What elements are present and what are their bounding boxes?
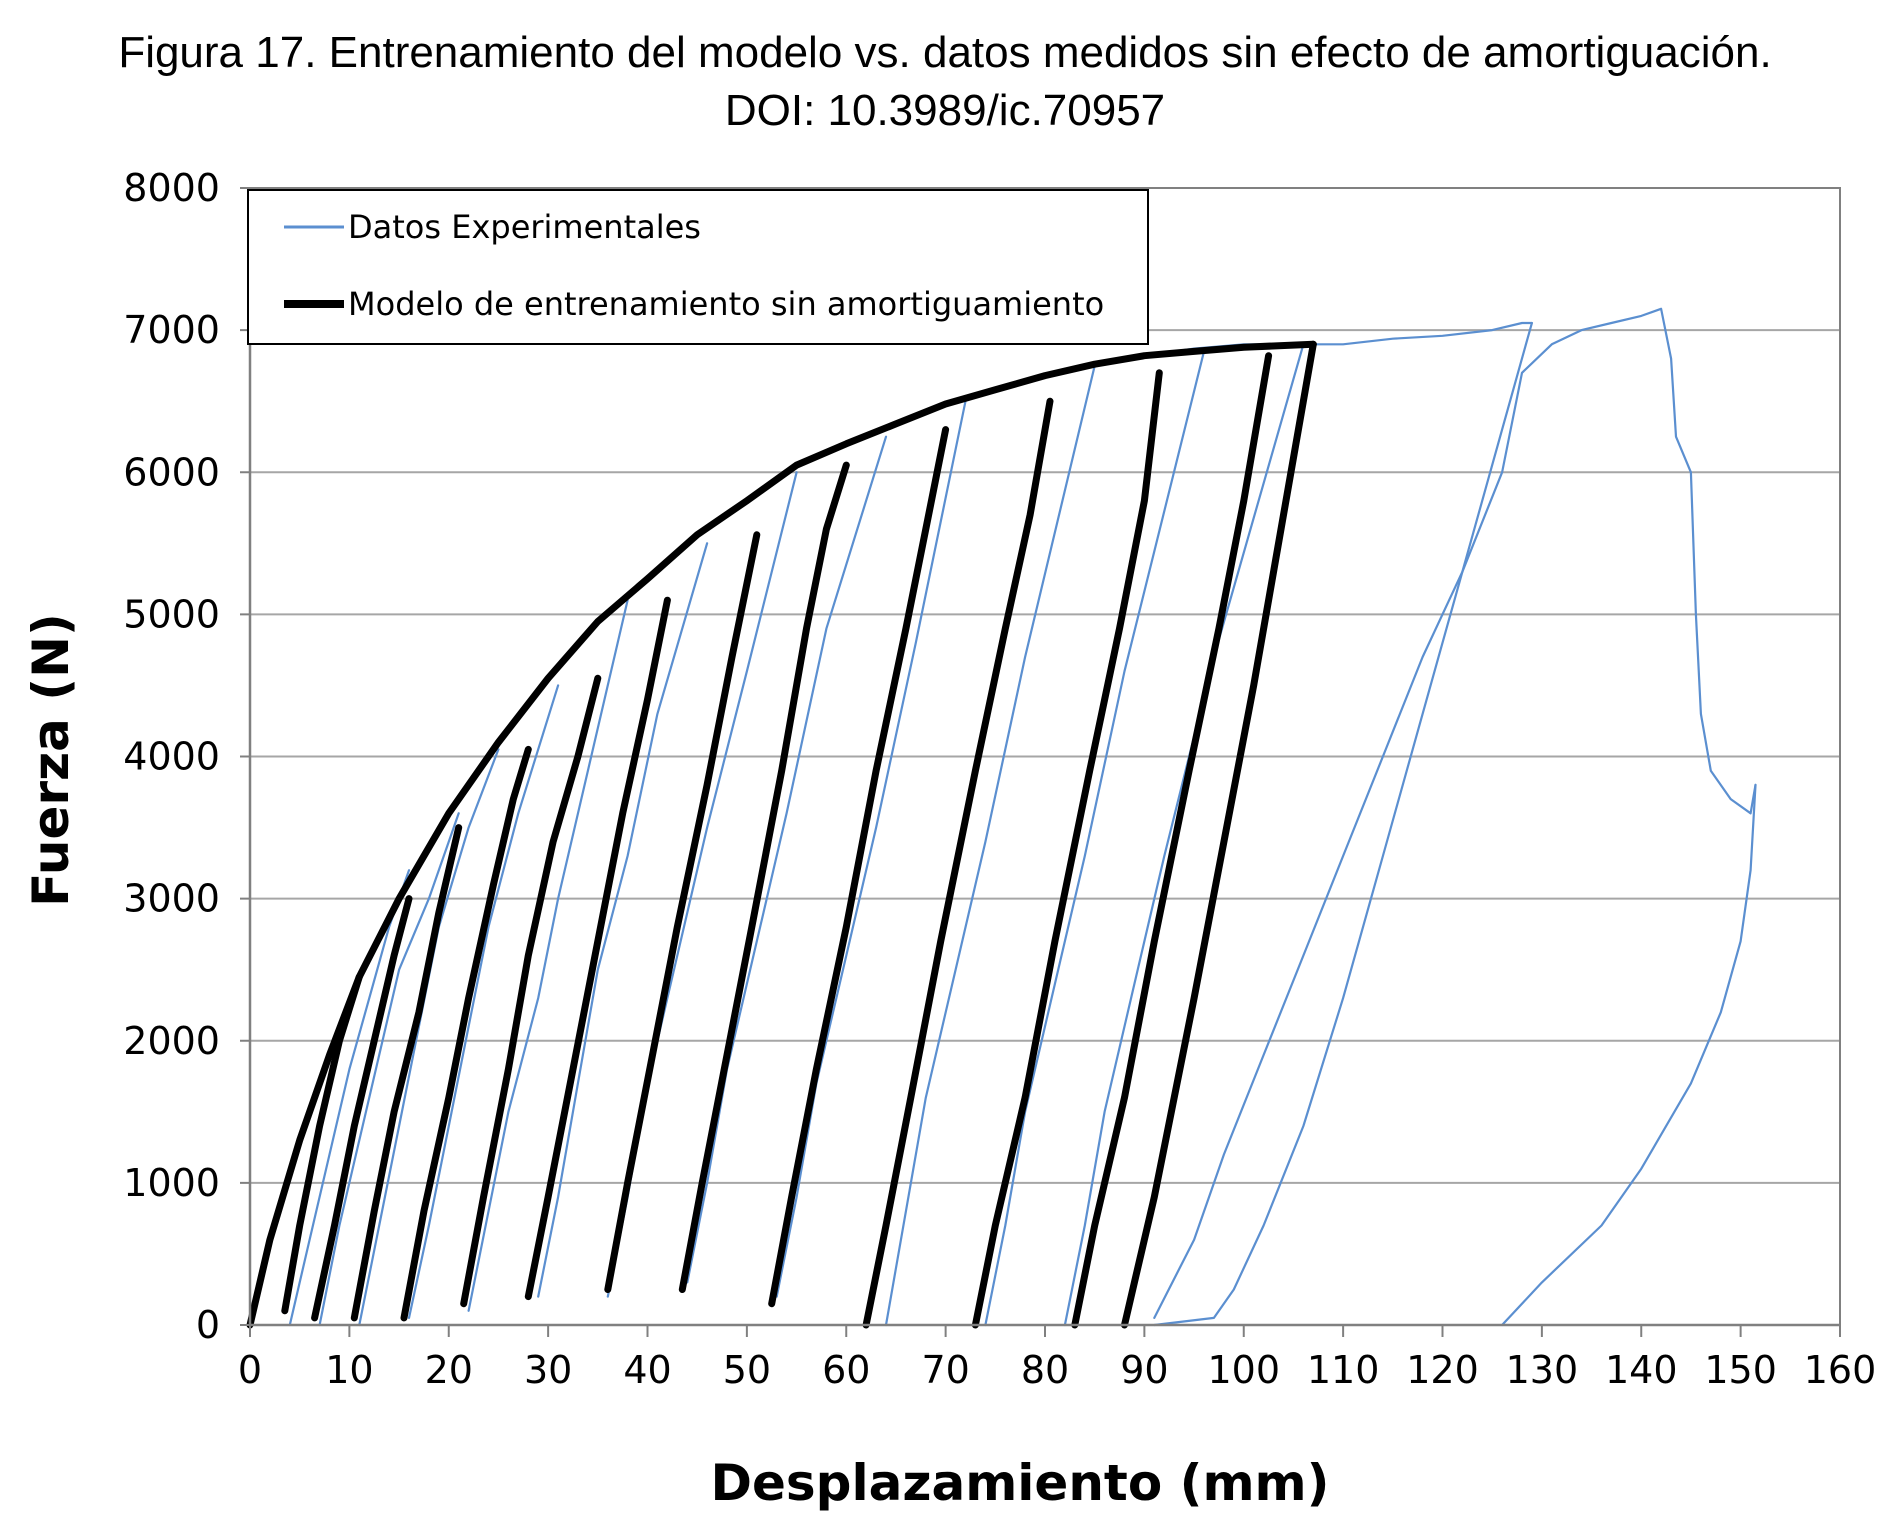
y-tick-label: 2000 — [123, 1019, 220, 1063]
figure-title: Figura 17. Entrenamiento del modelo vs. … — [0, 24, 1890, 140]
figure-title-line2: DOI: 10.3989/ic.70957 — [724, 86, 1166, 135]
experimental-curve-segment — [288, 869, 411, 1327]
x-tick-label: 30 — [524, 1348, 572, 1392]
model-curve-segment — [460, 674, 602, 1308]
x-tick-label: 60 — [822, 1348, 870, 1392]
experimental-curve-segment — [775, 400, 967, 1298]
y-tick-label: 5000 — [123, 592, 220, 636]
tick-labels: 0 10 20 30 40 50 60 70 80 90 100 110 120 130 140 150 160… — [123, 166, 1876, 1392]
x-tick-label: 140 — [1605, 1348, 1678, 1392]
experimental-curve-segment — [407, 684, 560, 1319]
y-tick-label: 3000 — [123, 877, 220, 921]
series-layer — [246, 307, 1757, 1329]
y-tick-label: 1000 — [123, 1161, 220, 1205]
x-tick-label: 100 — [1207, 1348, 1280, 1392]
model-curve-segment — [768, 426, 950, 1308]
legend-box — [247, 189, 1149, 345]
series-experimental — [248, 307, 1757, 1327]
experimental-curve-segment — [467, 599, 629, 1312]
x-tick-label: 120 — [1406, 1348, 1479, 1392]
x-tick-label: 50 — [723, 1348, 771, 1392]
model-curve-segment — [1121, 340, 1317, 1329]
model-curve-segment — [1071, 352, 1273, 1329]
series-model — [246, 340, 1317, 1329]
axes — [240, 187, 1841, 1337]
experimental-curve-segment — [1063, 343, 1305, 1327]
model-curve-segment — [350, 824, 463, 1322]
y-tick-label: 4000 — [123, 735, 220, 779]
y-tick-label: 7000 — [123, 308, 220, 352]
experimental-curve-segment — [318, 812, 460, 1327]
x-tick-label: 110 — [1307, 1348, 1380, 1392]
model-curve-segment — [524, 596, 671, 1301]
x-tick-label: 80 — [1021, 1348, 1069, 1392]
model-curve-segment — [971, 369, 1163, 1329]
model-curve-segment — [281, 973, 363, 1315]
x-tick-label: 20 — [425, 1348, 473, 1392]
y-tick-label: 8000 — [123, 166, 220, 210]
experimental-curve-segment — [686, 435, 888, 1284]
model-curve-segment — [862, 397, 1054, 1329]
legend-label-model: Modelo de entrenamiento sin amortiguamie… — [348, 285, 1104, 323]
x-tick-label: 90 — [1120, 1348, 1168, 1392]
experimental-curve-segment — [1153, 307, 1757, 1319]
model-curve-segment — [604, 531, 761, 1293]
experimental-curve-segment — [984, 350, 1206, 1327]
legend-label-experimental: Datos Experimentales — [348, 208, 701, 246]
y-tick-label: 0 — [196, 1303, 220, 1347]
x-tick-label: 130 — [1506, 1348, 1579, 1392]
figure-title-line1: Figura 17. Entrenamiento del modelo vs. … — [118, 28, 1772, 77]
x-tick-label: 10 — [325, 1348, 373, 1392]
experimental-curve-segment — [1153, 321, 1533, 1327]
x-tick-label: 150 — [1704, 1348, 1777, 1392]
x-tick-label: 70 — [921, 1348, 969, 1392]
legend: Datos Experimentales Modelo de entrenami… — [247, 189, 1149, 345]
x-tick-label: 40 — [623, 1348, 671, 1392]
y-axis-title: Fuerza (N) — [22, 613, 80, 907]
y-tick-label: 6000 — [123, 450, 220, 494]
x-axis-title: Desplazamiento (mm) — [711, 1454, 1330, 1512]
x-tick-label: 0 — [238, 1348, 262, 1392]
x-tick-label: 160 — [1804, 1348, 1877, 1392]
experimental-curve-segment — [884, 364, 1096, 1327]
experimental-curve-segment — [537, 542, 709, 1298]
model-curve-segment — [678, 461, 850, 1293]
model-curve-segment — [311, 895, 413, 1322]
model-curve-segment — [400, 745, 532, 1322]
experimental-curve-segment — [1501, 783, 1757, 1327]
